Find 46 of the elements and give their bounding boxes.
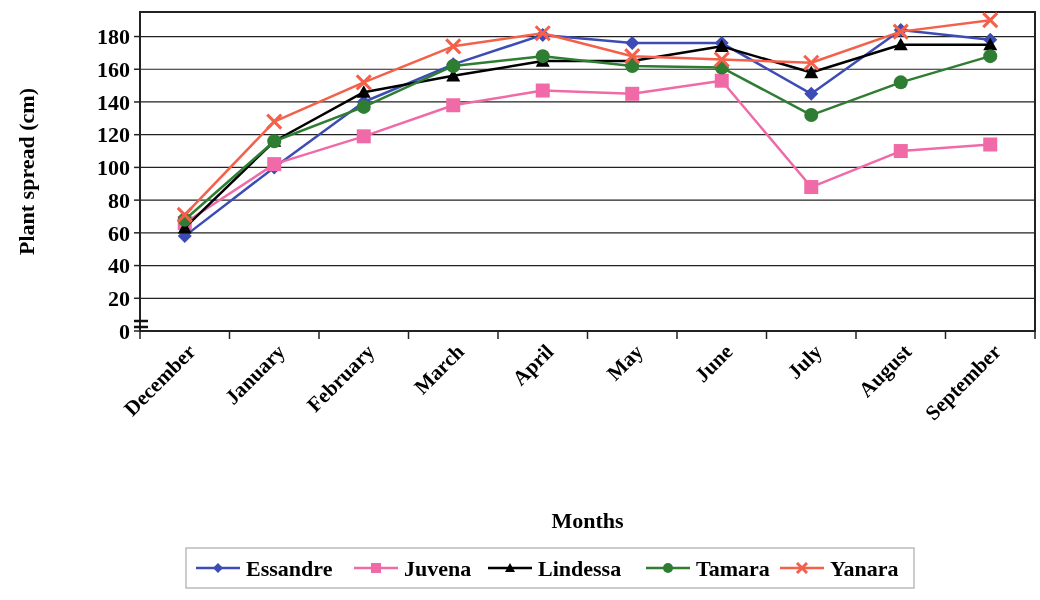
y-tick-label: 20 <box>108 285 130 311</box>
point <box>983 49 998 64</box>
y-tick-label: 180 <box>97 24 130 50</box>
x-tick-label: July <box>782 339 828 384</box>
point <box>804 108 819 123</box>
point <box>625 36 640 51</box>
point <box>892 23 910 41</box>
x-axis-title: Months <box>551 508 624 533</box>
point <box>265 113 283 131</box>
point <box>713 50 731 68</box>
point <box>446 98 461 113</box>
legend-label: Juvena <box>404 555 472 581</box>
legend-label: Tamara <box>696 555 770 581</box>
point <box>176 206 194 224</box>
point <box>893 37 908 51</box>
y-tick-label: 160 <box>97 56 130 82</box>
point <box>983 37 998 51</box>
point <box>444 37 462 55</box>
y-tick-label: 140 <box>97 89 130 115</box>
point <box>535 49 550 64</box>
point <box>983 137 998 152</box>
point <box>893 75 908 90</box>
point <box>535 83 550 98</box>
y-tick-label: 120 <box>97 122 130 148</box>
y-tick-label: 0 <box>119 318 130 344</box>
point <box>804 65 819 79</box>
y-tick-label: 60 <box>108 220 130 246</box>
point <box>623 47 641 65</box>
point <box>714 73 729 88</box>
point <box>356 99 371 114</box>
y-axis-title: Plant spread (cm) <box>14 87 39 256</box>
point <box>802 54 820 72</box>
point <box>804 86 819 101</box>
point <box>355 73 373 91</box>
legend-label: Yanara <box>830 555 899 581</box>
point <box>356 85 371 98</box>
legend-label: Essandre <box>246 555 333 581</box>
y-tick-label: 80 <box>108 187 130 213</box>
y-tick-label: 40 <box>108 253 130 279</box>
point <box>625 86 640 101</box>
point <box>356 129 371 144</box>
legend-label: Lindessa <box>538 555 622 581</box>
point <box>981 11 999 29</box>
y-tick-label: 100 <box>97 155 130 181</box>
point <box>893 144 908 159</box>
point <box>804 180 819 195</box>
